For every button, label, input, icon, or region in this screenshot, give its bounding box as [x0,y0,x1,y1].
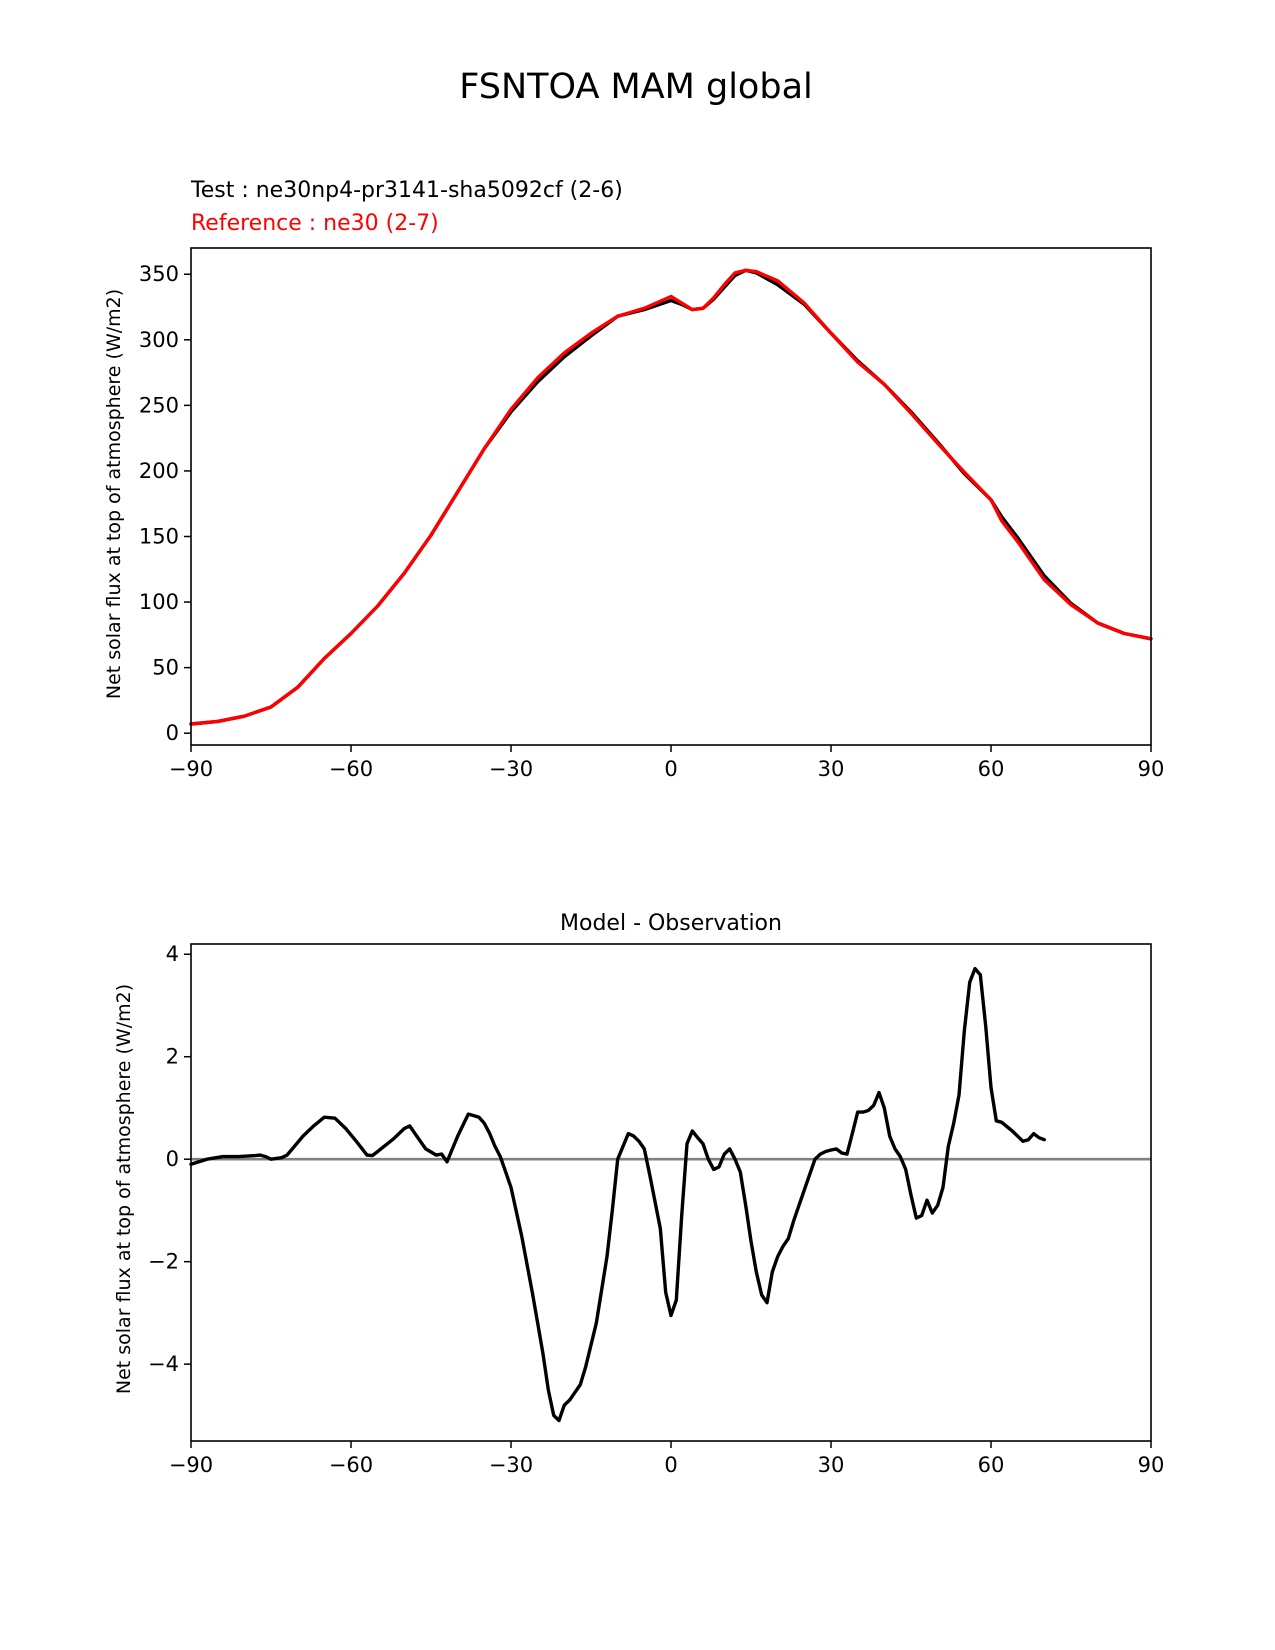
bottom-x-tick-label: 0 [664,1453,677,1477]
figure-title: FSNTOA MAM global [459,67,813,107]
bottom-series-model-observation [189,966,1047,1423]
bottom-x-tick-label: −30 [489,1453,533,1477]
bottom-y-tick-label: 0 [166,1147,179,1171]
bottom-axes-frame [190,943,1152,1442]
top-x-tick-label: −30 [489,757,533,781]
bottom-y-tick-label: 2 [166,1045,179,1069]
top-y-tick-label: 150 [139,524,179,548]
top-series-reference [189,268,1153,726]
top-chart: Test : ne30np4-pr3141-sha5092cf (2-6) Re… [103,178,1164,781]
top-x-tick-label: −60 [329,757,373,781]
top-y-tick-label: 250 [139,393,179,417]
top-y-tick-label: 300 [139,328,179,352]
bottom-x-tick-label: 60 [978,1453,1005,1477]
top-x-tick-label: 0 [664,757,677,781]
top-axes-frame [190,247,1152,746]
top-y-tick-label: 50 [152,656,179,680]
bottom-y-tick-label: −4 [148,1352,179,1376]
top-plot-area [189,268,1153,726]
top-y-axis-label: Net solar flux at top of atmosphere (W/m… [103,289,125,699]
bottom-y-tick-label: 4 [166,942,179,966]
bottom-x-tick-label: −60 [329,1453,373,1477]
top-x-tick-label: 90 [1138,757,1165,781]
bottom-x-tick-label: −90 [169,1453,213,1477]
top-y-tick-label: 200 [139,459,179,483]
test-title: Test : ne30np4-pr3141-sha5092cf (2-6) [190,178,623,203]
top-y-tick-label: 100 [139,590,179,614]
bottom-axes-ticks: −90 −60 −30 0 30 60 90 −4 −2 0 2 4 [148,942,1164,1477]
top-y-tick-label: 0 [166,721,179,745]
top-y-tick-label: 350 [139,262,179,286]
bottom-chart-title: Model - Observation [560,911,782,936]
bottom-y-axis-label: Net solar flux at top of atmosphere (W/m… [113,984,135,1394]
top-axes-ticks: −90 −60 −30 0 30 60 90 0 50 100 150 200 250 300 350 [139,262,1164,781]
top-x-tick-label: 30 [818,757,845,781]
bottom-x-tick-label: 30 [818,1453,845,1477]
bottom-x-tick-label: 90 [1138,1453,1165,1477]
bottom-plot-area [189,966,1151,1423]
top-x-tick-label: −90 [169,757,213,781]
bottom-y-tick-label: −2 [148,1250,179,1274]
reference-title: Reference : ne30 (2-7) [191,211,439,236]
top-x-tick-label: 60 [978,757,1005,781]
bottom-chart: Model - Observation Net solar flux at to… [113,911,1164,1477]
